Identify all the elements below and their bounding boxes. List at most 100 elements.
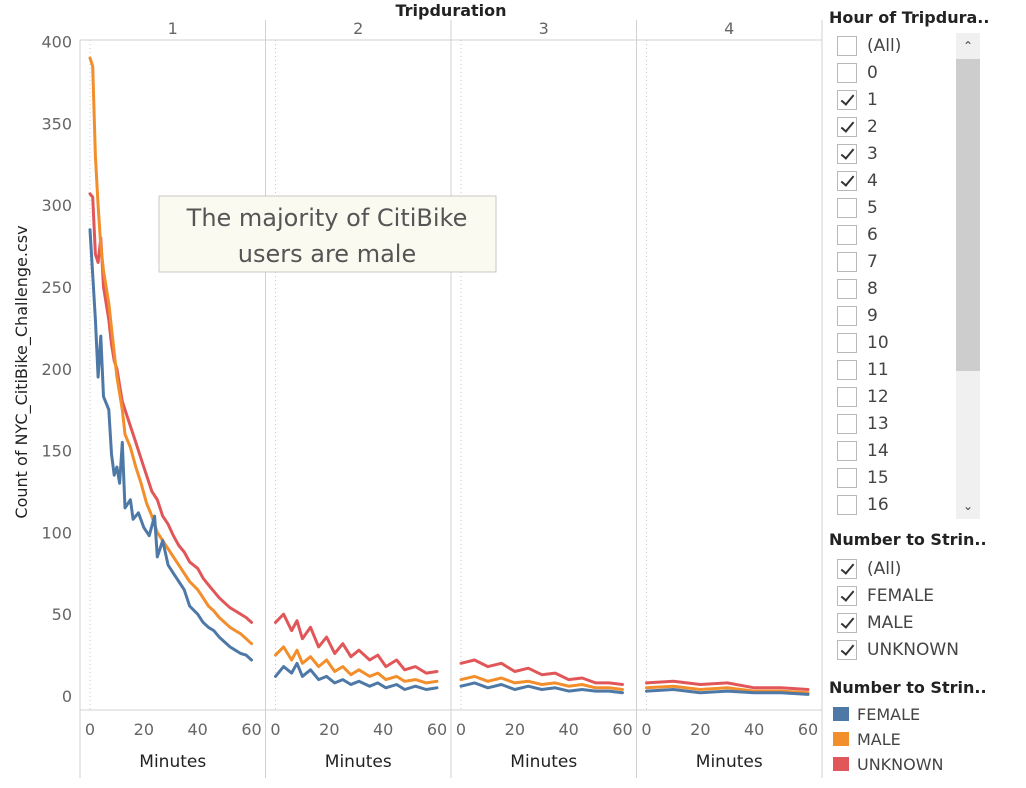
hour-filter-item[interactable]: 15: [837, 467, 889, 489]
x-tick-label: 40: [187, 720, 207, 739]
unchecked-checkbox-icon[interactable]: [837, 306, 857, 326]
series-line-female: [645, 688, 810, 696]
hour-filter-item[interactable]: 13: [837, 413, 889, 435]
unchecked-checkbox-icon[interactable]: [837, 333, 857, 353]
hour-filter-item[interactable]: 2: [837, 116, 878, 138]
panel-header-label: 2: [353, 19, 363, 38]
unchecked-checkbox-icon[interactable]: [837, 279, 857, 299]
y-tick-label: 250: [41, 278, 72, 297]
hour-filter-item-label: 16: [867, 495, 889, 515]
x-tick-label: 0: [270, 720, 280, 739]
y-tick-label: 350: [41, 114, 72, 133]
unchecked-checkbox-icon[interactable]: [837, 360, 857, 380]
x-tick-label: 60: [241, 720, 261, 739]
unchecked-checkbox-icon[interactable]: [837, 441, 857, 461]
hour-filter-item[interactable]: 9: [837, 305, 878, 327]
hour-filter-item[interactable]: 7: [837, 251, 878, 273]
scroll-down-icon[interactable]: ⌄: [962, 499, 974, 513]
legend-swatch: [833, 707, 849, 721]
unchecked-checkbox-icon[interactable]: [837, 225, 857, 245]
checked-checkbox-icon[interactable]: [837, 117, 857, 137]
checked-checkbox-icon[interactable]: [837, 559, 857, 579]
hour-filter-item[interactable]: 10: [837, 332, 889, 354]
legend-item[interactable]: UNKNOWN: [833, 753, 944, 775]
checked-checkbox-icon[interactable]: [837, 90, 857, 110]
unchecked-checkbox-icon[interactable]: [837, 468, 857, 488]
hour-filter-scrollbar[interactable]: ⌃ ⌄: [956, 33, 980, 519]
hour-filter-item[interactable]: 5: [837, 197, 878, 219]
x-tick-label: 0: [456, 720, 466, 739]
legend-item[interactable]: MALE: [833, 728, 901, 750]
y-tick-label: 0: [62, 687, 72, 706]
series-line-female: [459, 681, 624, 695]
legend-swatch: [833, 757, 849, 771]
unchecked-checkbox-icon[interactable]: [837, 63, 857, 83]
series-line-male: [88, 56, 253, 646]
hour-filter-item-label: 3: [867, 144, 878, 164]
hour-filter-title: Hour of Tripdura..: [829, 8, 990, 27]
x-tick-label: 60: [427, 720, 447, 739]
checked-checkbox-icon[interactable]: [837, 613, 857, 633]
hour-filter-item[interactable]: 0: [837, 62, 878, 84]
annotation-text-line2: users are male: [238, 240, 416, 268]
scroll-up-icon[interactable]: ⌃: [962, 39, 974, 53]
hour-filter-item[interactable]: 3: [837, 143, 878, 165]
hour-filter-item-label: 7: [867, 252, 878, 272]
series-line-male: [645, 684, 810, 695]
gender-filter-item-label: (All): [867, 559, 902, 579]
gender-filter-item[interactable]: MALE: [837, 612, 914, 634]
hour-filter-item[interactable]: 6: [837, 224, 878, 246]
checked-checkbox-icon[interactable]: [837, 586, 857, 606]
x-tick-label: 20: [690, 720, 710, 739]
hour-filter-item-label: 2: [867, 117, 878, 137]
unchecked-checkbox-icon[interactable]: [837, 36, 857, 56]
hour-filter-item[interactable]: 12: [837, 386, 889, 408]
hour-filter-item-label: 4: [867, 171, 878, 191]
hour-filter-item-label: 11: [867, 360, 889, 380]
checked-checkbox-icon[interactable]: [837, 640, 857, 660]
hour-filter-item[interactable]: 1: [837, 89, 878, 111]
series-line-unknown: [88, 192, 253, 624]
gender-filter-item[interactable]: (All): [837, 558, 901, 580]
hour-filter-item[interactable]: 16: [837, 494, 889, 516]
chart-title: Tripduration: [395, 1, 506, 20]
hour-filter-item-label: 9: [867, 306, 878, 326]
gender-filter-item[interactable]: FEMALE: [837, 585, 934, 607]
gender-filter-item-label: FEMALE: [867, 586, 935, 606]
unchecked-checkbox-icon[interactable]: [837, 414, 857, 434]
hour-filter-item-label: 1: [867, 90, 878, 110]
y-tick-label: 200: [41, 360, 72, 379]
unchecked-checkbox-icon[interactable]: [837, 495, 857, 515]
chart-area: Count of NYC_CitiBike_Challenge.csv Tripd…: [12, 1, 823, 778]
x-axis-title: Minutes: [139, 752, 206, 772]
unchecked-checkbox-icon[interactable]: [837, 387, 857, 407]
hour-filter-item[interactable]: (All): [837, 35, 901, 57]
hour-filter-item-label: (All): [867, 36, 902, 56]
legend-title: Number to Strin..: [829, 678, 987, 697]
gender-filter-item-label: UNKNOWN: [867, 640, 959, 660]
x-tick-label: 20: [319, 720, 339, 739]
legend-item[interactable]: FEMALE: [833, 703, 920, 725]
hour-filter-item-label: 0: [867, 63, 878, 83]
unchecked-checkbox-icon[interactable]: [837, 198, 857, 218]
gender-filter-item[interactable]: UNKNOWN: [837, 639, 959, 661]
series-line-male: [274, 645, 439, 685]
hour-filter-item[interactable]: 11: [837, 359, 889, 381]
legend-label: UNKNOWN: [857, 754, 944, 774]
checked-checkbox-icon[interactable]: [837, 171, 857, 191]
unchecked-checkbox-icon[interactable]: [837, 252, 857, 272]
y-axis-title: Count of NYC_CitiBike_Challenge.csv: [12, 225, 32, 518]
hour-filter-item-label: 10: [867, 333, 889, 353]
line-chart: Count of NYC_CitiBike_Challenge.csv Tripd…: [12, 1, 823, 778]
hour-filter-item-label: 8: [867, 279, 878, 299]
hour-filter-item[interactable]: 4: [837, 170, 878, 192]
series-line-female: [88, 228, 253, 662]
hour-filter-item[interactable]: 14: [837, 440, 889, 462]
x-tick-label: 0: [641, 720, 651, 739]
scroll-thumb[interactable]: [956, 59, 980, 371]
x-axis-title: Minutes: [510, 752, 577, 772]
legend-label: FEMALE: [857, 704, 921, 724]
hour-filter-item[interactable]: 8: [837, 278, 878, 300]
checked-checkbox-icon[interactable]: [837, 144, 857, 164]
annotation-box: [158, 195, 497, 273]
